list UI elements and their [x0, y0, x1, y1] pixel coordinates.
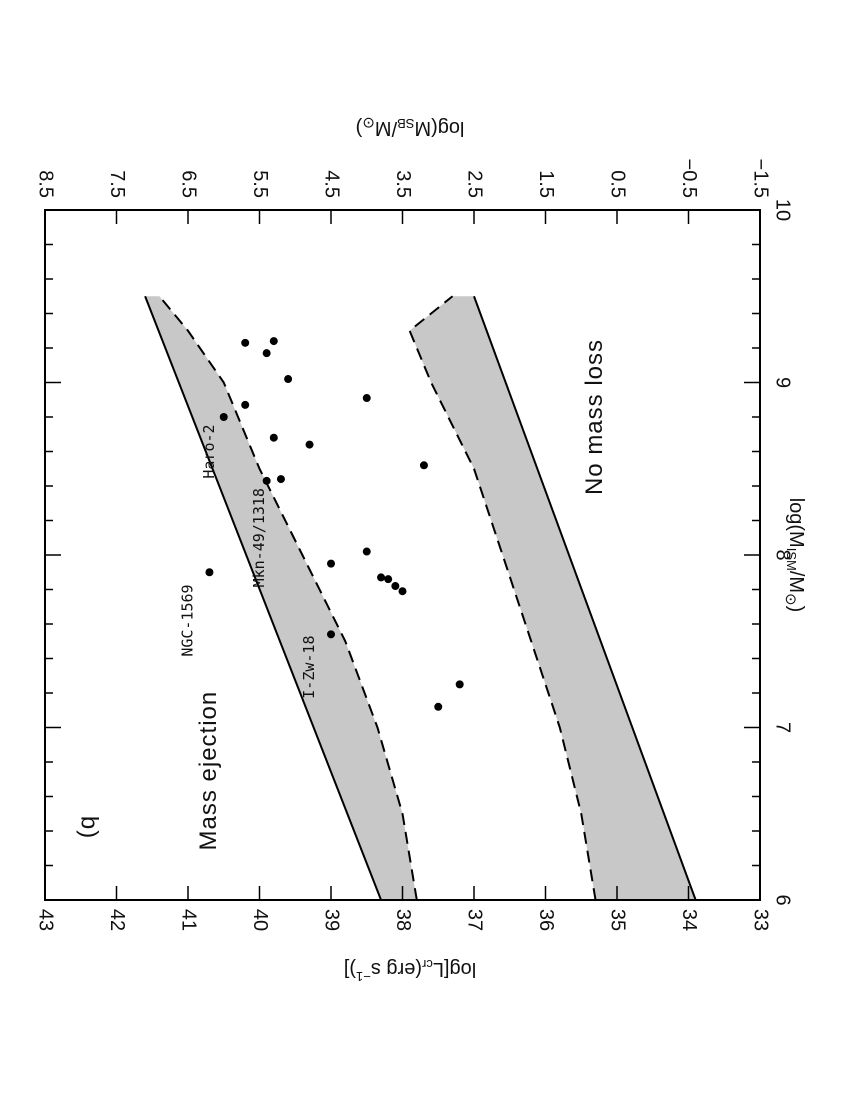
galaxy-label: I-Zw-18 — [300, 636, 318, 699]
x-tick-label: 6 — [772, 894, 794, 905]
top-tick-label: −1.5 — [750, 159, 772, 198]
y-tick-label: 39 — [321, 909, 343, 931]
y-tick-label: 40 — [249, 909, 271, 931]
data-point — [219, 413, 228, 421]
data-point — [284, 375, 293, 384]
top-axis-title: log(MSB/M⊙) — [356, 114, 465, 139]
lower-band-solid-line — [473, 295, 697, 901]
y-tick-label: 37 — [464, 909, 486, 931]
y-axis-title: log[Lcr(erg s−1)] — [344, 957, 476, 984]
top-tick-label: 6.5 — [178, 170, 200, 198]
galaxy-label: Mkn-49/1318 — [250, 488, 268, 587]
upper-band-dashed-line — [158, 295, 418, 901]
data-point — [398, 587, 407, 596]
y-tick-label: 33 — [750, 909, 772, 931]
top-tick-label: 5.5 — [249, 170, 271, 198]
top-tick-label: 0.5 — [607, 170, 629, 198]
data-point — [434, 702, 443, 711]
top-tick-label: 1.5 — [535, 170, 557, 198]
bands-layer — [144, 295, 697, 901]
data-point — [262, 476, 271, 485]
data-point — [269, 433, 278, 442]
upper-band-solid-line — [144, 295, 382, 901]
galaxy-label: NGC-1569 — [179, 584, 197, 656]
lower-band-dashed-line — [408, 295, 597, 901]
data-point — [327, 630, 335, 639]
labels-layer: log(MISM/M⊙) log[Lcr(erg s−1)] log(MSB/M⊙)… — [76, 114, 807, 984]
y-tick-label: 43 — [35, 909, 57, 931]
x-axis-title: log(MISM/M⊙) — [782, 498, 807, 613]
y-tick-label: 34 — [678, 909, 700, 931]
data-point — [377, 573, 386, 582]
top-tick-label: 3.5 — [392, 170, 414, 198]
y-tick-label: 38 — [392, 909, 414, 931]
data-point — [262, 349, 271, 358]
data-point — [205, 568, 214, 577]
lower-band-fill — [409, 296, 696, 900]
x-tick-label: 10 — [772, 199, 794, 221]
region-label: Mass ejection — [195, 691, 222, 851]
data-point — [241, 338, 250, 347]
top-tick-label: −0.5 — [678, 159, 700, 198]
top-tick-label: 4.5 — [321, 170, 343, 198]
ticks-layer: 6 7 8 9 10 33 −1.5 34 −0.5 35 0.5 36 1.5 37 2.5 38 3.5 39… — [35, 159, 794, 932]
y-tick-label: 36 — [535, 909, 557, 931]
top-tick-label: 8.5 — [35, 170, 57, 198]
panel-label: b) — [76, 816, 103, 839]
upper-band-fill — [145, 296, 417, 900]
x-tick-label: 7 — [772, 722, 794, 733]
y-tick-label: 42 — [106, 909, 128, 931]
data-point — [327, 559, 335, 568]
y-tick-label: 41 — [178, 909, 200, 931]
data-point — [276, 475, 285, 484]
top-tick-label: 7.5 — [106, 170, 128, 198]
data-point — [455, 680, 464, 689]
top-tick-label: 2.5 — [464, 170, 486, 198]
region-label: No mass loss — [581, 339, 608, 495]
data-point — [269, 337, 278, 346]
x-tick-label: 9 — [772, 377, 794, 388]
data-point — [362, 394, 371, 403]
data-point — [241, 400, 250, 409]
data-point — [384, 575, 393, 584]
data-point — [391, 582, 400, 591]
data-point — [362, 547, 371, 556]
x-tick-label: 8 — [772, 549, 794, 560]
data-point — [419, 461, 428, 470]
y-tick-label: 35 — [607, 909, 629, 931]
galaxy-label: Haro-2 — [200, 424, 218, 478]
data-point — [305, 440, 314, 449]
points-layer — [205, 337, 464, 711]
